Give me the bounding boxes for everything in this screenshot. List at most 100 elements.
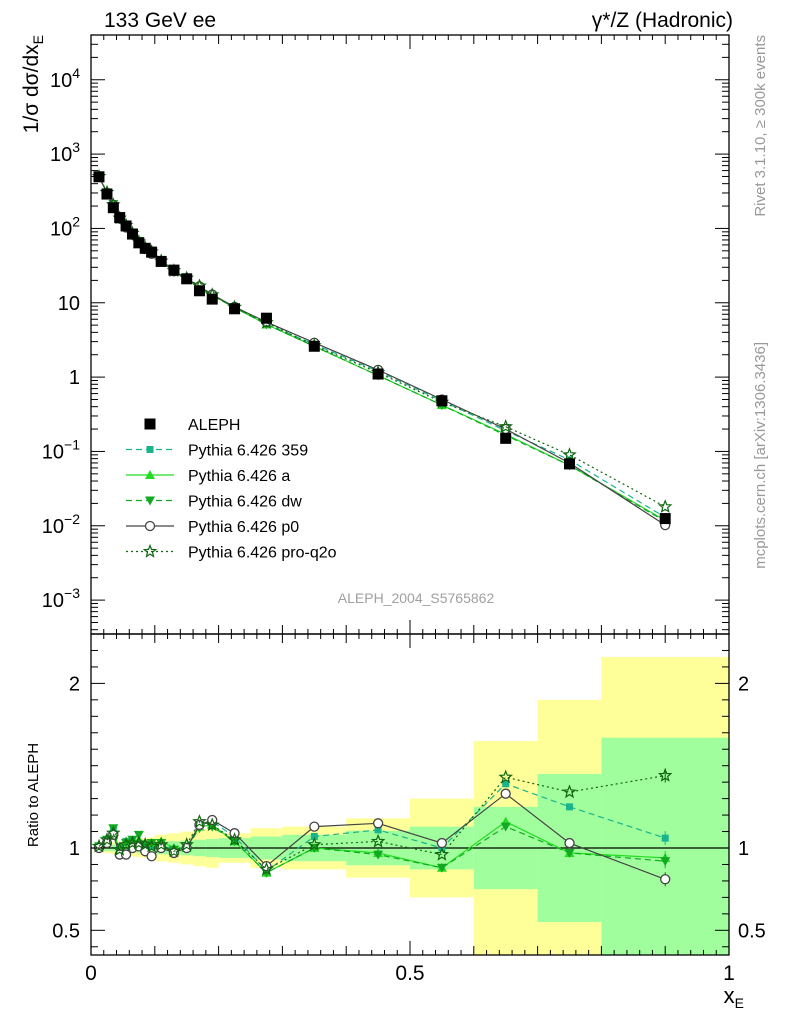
ratio-point-pq2o-7 <box>137 837 153 851</box>
legend: ALEPH Pythia 6.426 359 Pythia 6.426 a Pythi… <box>126 417 337 562</box>
ratio-point-pp0-18 <box>436 837 448 849</box>
point-aleph-10 <box>168 264 180 276</box>
point-aleph-21 <box>659 513 671 525</box>
ratio-point-pq2o-21 <box>657 767 673 782</box>
ratio-point-pp0-17 <box>372 818 384 829</box>
x-tick-label-0: 0 <box>85 962 97 985</box>
series-pdw <box>93 172 671 527</box>
ratio-point-pq2o-4 <box>118 837 134 851</box>
point-aleph-1 <box>101 188 113 200</box>
x-tick-label-2: 1 <box>723 962 735 985</box>
x-label-text: xE <box>724 983 744 1011</box>
series-line-pa <box>98 176 666 521</box>
analysis-id-label: ALEPH_2004_S5765862 <box>338 590 495 606</box>
main-frame <box>90 34 730 635</box>
ratio-ytick-label-l-2: 2 <box>69 673 80 695</box>
ratio-point-pp0-16 <box>309 821 320 832</box>
ratio-ytick-label-l-1: 1 <box>69 838 80 860</box>
ratio-point-pq2o-9 <box>153 837 169 851</box>
main-ytick-label-3: 1 <box>69 367 80 389</box>
legend-marker-pa <box>145 470 155 479</box>
ratio-point-pq2o-3 <box>112 841 127 856</box>
ratio-point-pdw-21 <box>660 857 671 867</box>
point-aleph-12 <box>193 285 205 297</box>
main-ytick-label-0: 10−3 <box>42 585 80 612</box>
main-ytick-label-1: 10−2 <box>42 511 80 538</box>
ratio-ytick-label-r-1: 1 <box>738 838 749 860</box>
ratio-point-pdw-18 <box>436 863 447 873</box>
series-aleph <box>93 171 671 525</box>
series-pp0 <box>93 171 671 531</box>
legend-item-p359: Pythia 6.426 359 <box>126 443 308 460</box>
point-aleph-9 <box>155 255 167 267</box>
legend-label-aleph: ALEPH <box>188 417 240 434</box>
ratio-point-p359-19 <box>502 780 510 788</box>
ratio-ylabel-text: Ratio to ALEPH <box>25 743 42 847</box>
legend-label-p359: Pythia 6.426 359 <box>188 443 308 460</box>
rivet-version-label: Rivet 3.1.10, ≥ 300k events <box>752 35 769 217</box>
ratio-point-pq2o-17 <box>370 833 386 848</box>
ratio-point-pdw-6 <box>133 830 144 840</box>
ratio-point-pq2o-11 <box>179 837 194 851</box>
ratio-point-pp0-21 <box>660 874 671 885</box>
series-line-p359 <box>98 176 666 518</box>
ratio-point-pq2o-19 <box>498 769 513 784</box>
ratio-point-pdw-19 <box>500 822 511 832</box>
point-aleph-0 <box>93 171 105 183</box>
series-pq2o <box>91 168 673 513</box>
ratio-point-pp0-4 <box>120 849 132 860</box>
mcplots-label: mcplots.cern.ch [arXiv:1306.3436] <box>752 342 769 569</box>
point-aleph-19 <box>500 432 512 444</box>
plot-title-right: γ*/Z (Hadronic) <box>592 9 733 32</box>
ratio-point-pq2o-16 <box>307 837 322 851</box>
ratio-point-pq2o-12 <box>192 814 207 828</box>
ratio-ytick-label-l-0: 0.5 <box>52 920 80 942</box>
point-pq2o-21 <box>657 499 673 513</box>
legend-label-pdw: Pythia 6.426 dw <box>188 494 302 511</box>
ratio-point-pq2o-2 <box>106 825 121 840</box>
point-aleph-13 <box>206 293 218 305</box>
ratio-point-pq2o-6 <box>131 835 147 850</box>
point-aleph-3 <box>114 212 126 224</box>
point-aleph-17 <box>372 368 384 380</box>
legend-label-pa: Pythia 6.426 a <box>188 468 290 485</box>
main-ytick-label-5: 102 <box>50 213 80 240</box>
point-aleph-16 <box>308 340 320 352</box>
legend-marker-pp0 <box>144 520 156 532</box>
series-line-pp0 <box>98 176 666 526</box>
legend-marker-aleph <box>144 418 156 430</box>
plot-title-left: 133 GeV ee <box>104 9 216 32</box>
legend-item-pp0: Pythia 6.426 p0 <box>126 519 299 536</box>
ratio-ytick-label-r-2: 2 <box>738 673 749 695</box>
legend-item-pdw: Pythia 6.426 dw <box>126 494 302 511</box>
ratio-point-p359-16 <box>310 832 318 840</box>
point-aleph-5 <box>126 228 138 240</box>
ratio-point-pq2o-10 <box>166 843 182 858</box>
series-p359 <box>95 172 669 521</box>
ratio-point-pq2o-18 <box>434 846 450 861</box>
point-aleph-11 <box>181 273 193 285</box>
legend-label-pq2o: Pythia 6.426 pro-q2o <box>188 545 337 562</box>
x-axis-label: xE <box>724 983 744 1011</box>
legend-marker-pdw <box>145 496 155 506</box>
ratio-y-axis-label: Ratio to ALEPH <box>25 743 42 847</box>
ratio-series-pq2o <box>91 767 673 876</box>
series-line-pq2o <box>98 176 666 508</box>
series-pa <box>93 171 671 525</box>
point-aleph-15 <box>260 312 272 324</box>
point-aleph-4 <box>120 220 132 232</box>
ratio-point-pdw-5 <box>127 835 138 845</box>
ratio-uncertainty-bands <box>94 657 729 955</box>
ratio-series-pp0 <box>93 788 671 887</box>
x-tick-label-1: 0.5 <box>395 962 424 985</box>
legend-item-pq2o: Pythia 6.426 pro-q2o <box>126 543 337 562</box>
ratio-point-pp0-20 <box>564 837 575 849</box>
main-ylabel-text: 1/σ dσ/dxE <box>20 35 46 133</box>
ratio-point-pq2o-14 <box>227 832 242 846</box>
point-aleph-7 <box>139 242 151 254</box>
ratio-panel-series <box>91 767 673 887</box>
legend-item-aleph: ALEPH <box>144 417 240 434</box>
legend-marker-pq2o <box>142 543 158 558</box>
